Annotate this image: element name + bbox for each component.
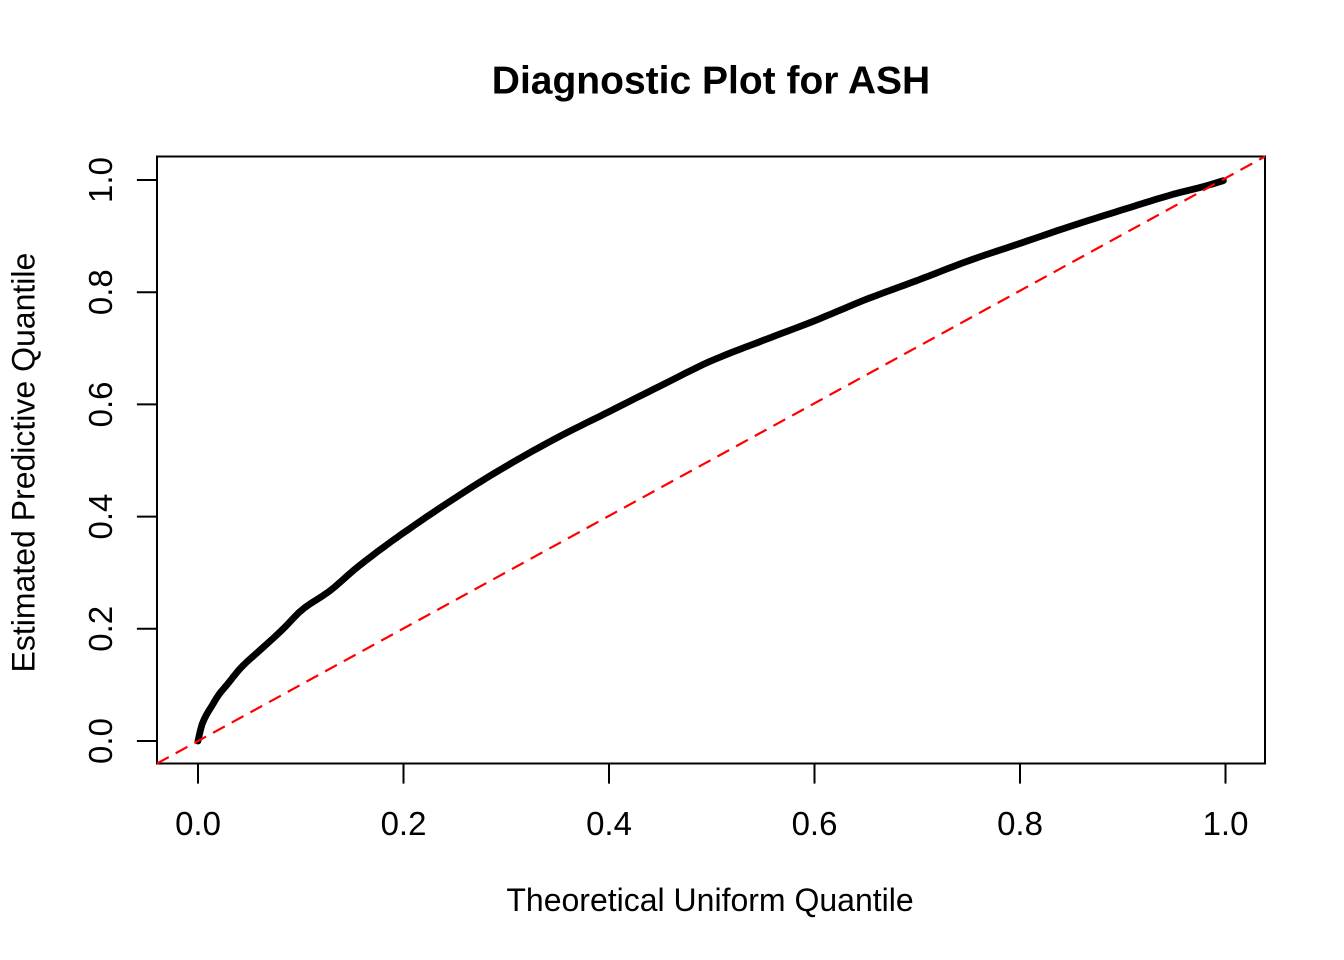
- svg-text:0.6: 0.6: [792, 805, 838, 842]
- svg-text:0.8: 0.8: [82, 269, 119, 315]
- svg-text:0.4: 0.4: [586, 805, 632, 842]
- svg-text:1.0: 1.0: [1203, 805, 1249, 842]
- svg-text:0.0: 0.0: [82, 718, 119, 764]
- svg-text:0.4: 0.4: [82, 494, 119, 540]
- svg-text:0.6: 0.6: [82, 381, 119, 427]
- svg-text:0.2: 0.2: [82, 606, 119, 652]
- svg-text:0.8: 0.8: [997, 805, 1043, 842]
- svg-text:Estimated Predictive Quantile: Estimated Predictive Quantile: [5, 253, 41, 673]
- svg-text:0.0: 0.0: [175, 805, 221, 842]
- svg-text:Theoretical Uniform Quantile: Theoretical Uniform Quantile: [506, 882, 913, 918]
- svg-text:1.0: 1.0: [82, 157, 119, 203]
- svg-text:0.2: 0.2: [381, 805, 427, 842]
- svg-text:Diagnostic Plot for ASH: Diagnostic Plot for ASH: [492, 59, 930, 102]
